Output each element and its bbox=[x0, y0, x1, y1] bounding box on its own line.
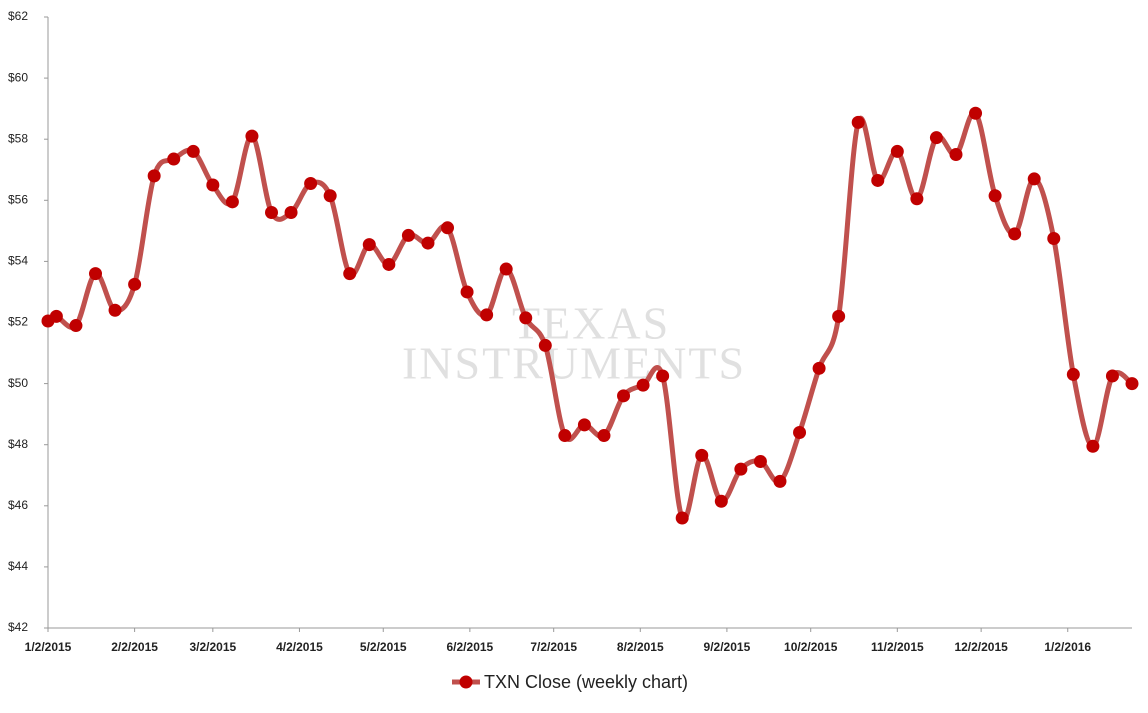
point bbox=[499, 262, 513, 276]
x-tick-label: 4/2/2015 bbox=[276, 640, 323, 654]
watermark: INSTRUMENTS bbox=[402, 338, 746, 389]
point bbox=[871, 173, 885, 187]
x-tick-label: 5/2/2015 bbox=[360, 640, 407, 654]
x-tick-label: 12/2/2015 bbox=[954, 640, 1008, 654]
y-tick-label: $46 bbox=[8, 498, 28, 512]
point bbox=[519, 311, 533, 325]
y-tick-label: $44 bbox=[8, 559, 28, 573]
point bbox=[1047, 231, 1061, 245]
point bbox=[910, 192, 924, 206]
point bbox=[245, 129, 259, 143]
y-tick-label: $42 bbox=[8, 620, 28, 634]
point bbox=[88, 267, 102, 281]
point bbox=[988, 189, 1002, 203]
x-tick-label: 11/2/2015 bbox=[871, 640, 924, 654]
point bbox=[832, 309, 846, 323]
x-tick-label: 6/2/2015 bbox=[447, 640, 494, 654]
point bbox=[1027, 172, 1041, 186]
point bbox=[558, 429, 572, 443]
point bbox=[382, 257, 396, 271]
point bbox=[714, 494, 728, 508]
point bbox=[49, 309, 63, 323]
point bbox=[206, 178, 220, 192]
y-tick-label: $48 bbox=[8, 437, 28, 451]
x-tick-label: 7/2/2015 bbox=[530, 640, 577, 654]
point bbox=[186, 144, 200, 158]
point bbox=[128, 277, 142, 291]
x-tick-label: 10/2/2015 bbox=[784, 640, 838, 654]
point bbox=[890, 144, 904, 158]
point bbox=[167, 152, 181, 166]
x-tick-label: 3/2/2015 bbox=[189, 640, 236, 654]
point bbox=[617, 389, 631, 403]
point bbox=[1125, 377, 1139, 391]
point bbox=[69, 319, 83, 333]
point bbox=[656, 369, 670, 383]
point bbox=[441, 221, 455, 235]
x-tick-label: 2/2/2015 bbox=[111, 640, 158, 654]
point bbox=[343, 267, 357, 281]
point bbox=[147, 169, 161, 183]
legend-label: TXN Close (weekly chart) bbox=[484, 672, 688, 692]
point bbox=[969, 106, 983, 120]
y-tick-label: $54 bbox=[8, 254, 28, 268]
point bbox=[284, 206, 298, 220]
y-tick-label: $58 bbox=[8, 131, 28, 145]
point bbox=[1086, 439, 1100, 453]
point bbox=[636, 378, 650, 392]
point bbox=[773, 474, 787, 488]
y-tick-label: $56 bbox=[8, 192, 28, 206]
y-tick-label: $60 bbox=[8, 70, 28, 84]
point bbox=[577, 418, 591, 432]
y-tick-label: $52 bbox=[8, 315, 28, 329]
x-tick-label: 8/2/2015 bbox=[617, 640, 664, 654]
point bbox=[1066, 367, 1080, 381]
point bbox=[793, 425, 807, 439]
point bbox=[538, 338, 552, 352]
point bbox=[949, 147, 963, 161]
point bbox=[675, 511, 689, 525]
point bbox=[421, 236, 435, 250]
point bbox=[929, 131, 943, 145]
y-tick-label: $62 bbox=[8, 9, 28, 23]
point bbox=[265, 206, 279, 220]
watermark: TEXAS bbox=[512, 298, 670, 349]
point bbox=[812, 361, 826, 375]
point bbox=[460, 285, 474, 299]
point bbox=[323, 189, 337, 203]
point bbox=[734, 462, 748, 476]
point bbox=[362, 238, 376, 252]
point bbox=[1008, 227, 1022, 241]
x-tick-label: 9/2/2015 bbox=[704, 640, 751, 654]
x-tick-label: 1/2/2015 bbox=[25, 640, 72, 654]
x-tick-label: 1/2/2016 bbox=[1044, 640, 1091, 654]
point bbox=[225, 195, 239, 209]
point bbox=[401, 228, 415, 242]
point bbox=[753, 455, 767, 469]
legend-marker bbox=[459, 675, 473, 689]
y-tick-label: $50 bbox=[8, 376, 28, 390]
point bbox=[304, 176, 318, 190]
point bbox=[480, 308, 494, 322]
point bbox=[1105, 369, 1119, 383]
point bbox=[108, 303, 122, 317]
point bbox=[695, 448, 709, 462]
point bbox=[597, 429, 611, 443]
point bbox=[851, 115, 865, 129]
